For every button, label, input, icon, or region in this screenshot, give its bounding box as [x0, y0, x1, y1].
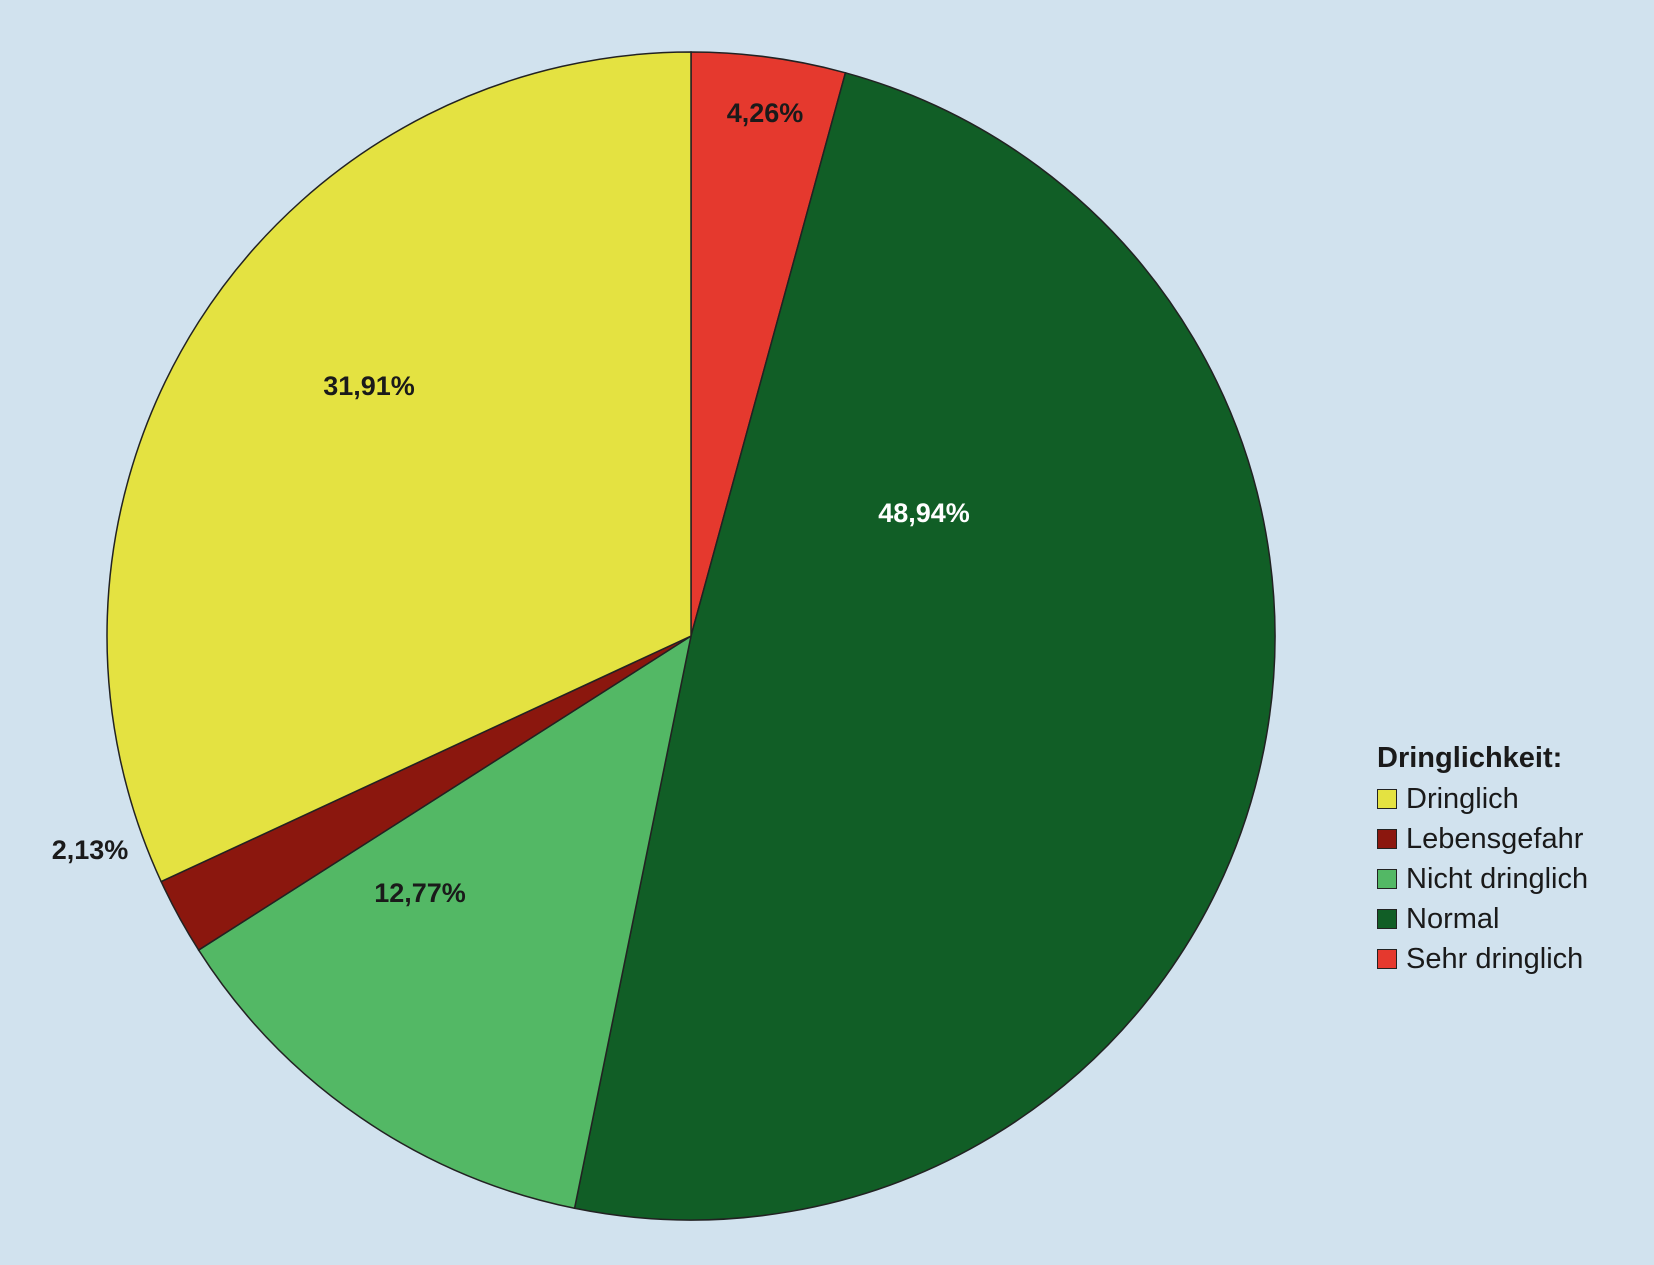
legend-swatch — [1377, 789, 1397, 809]
pie-slice-normal — [573, 71, 1276, 1221]
data-label-dringlich: 31,91% — [323, 371, 415, 401]
legend-item-dringlich: Dringlich — [1377, 779, 1588, 819]
legend-title: Dringlichkeit: — [1377, 742, 1563, 774]
legend-item-lebensgefahr: Lebensgefahr — [1377, 819, 1588, 859]
legend-item-nicht-dringlich: Nicht dringlich — [1377, 859, 1588, 899]
legend-swatch — [1377, 869, 1397, 889]
legend-label: Nicht dringlich — [1406, 862, 1589, 895]
legend-items: Dringlich Lebensgefahr Nicht dringlich Norm… — [1377, 779, 1588, 979]
data-label-sehr-dringlich: 4,26% — [727, 98, 804, 128]
data-label-nicht-dringlich: 12,77% — [374, 878, 466, 908]
legend-item-sehr-dringlich: Sehr dringlich — [1377, 939, 1588, 979]
legend-label: Normal — [1406, 902, 1500, 935]
legend-label: Sehr dringlich — [1406, 942, 1584, 975]
pie-slice-dringlich — [106, 51, 692, 883]
data-label-normal: 48,94% — [878, 498, 970, 528]
data-label-lebensgefahr: 2,13% — [52, 835, 129, 865]
legend-swatch — [1377, 829, 1397, 849]
legend-swatch — [1377, 949, 1397, 969]
legend-label: Dringlich — [1406, 782, 1519, 815]
legend-swatch — [1377, 909, 1397, 929]
legend: Dringlichkeit: Dringlich Lebensgefahr Nich… — [1377, 742, 1588, 979]
legend-label: Lebensgefahr — [1406, 822, 1584, 855]
pie-slice-nicht-dringlich — [197, 634, 693, 1210]
legend-item-normal: Normal — [1377, 899, 1588, 939]
